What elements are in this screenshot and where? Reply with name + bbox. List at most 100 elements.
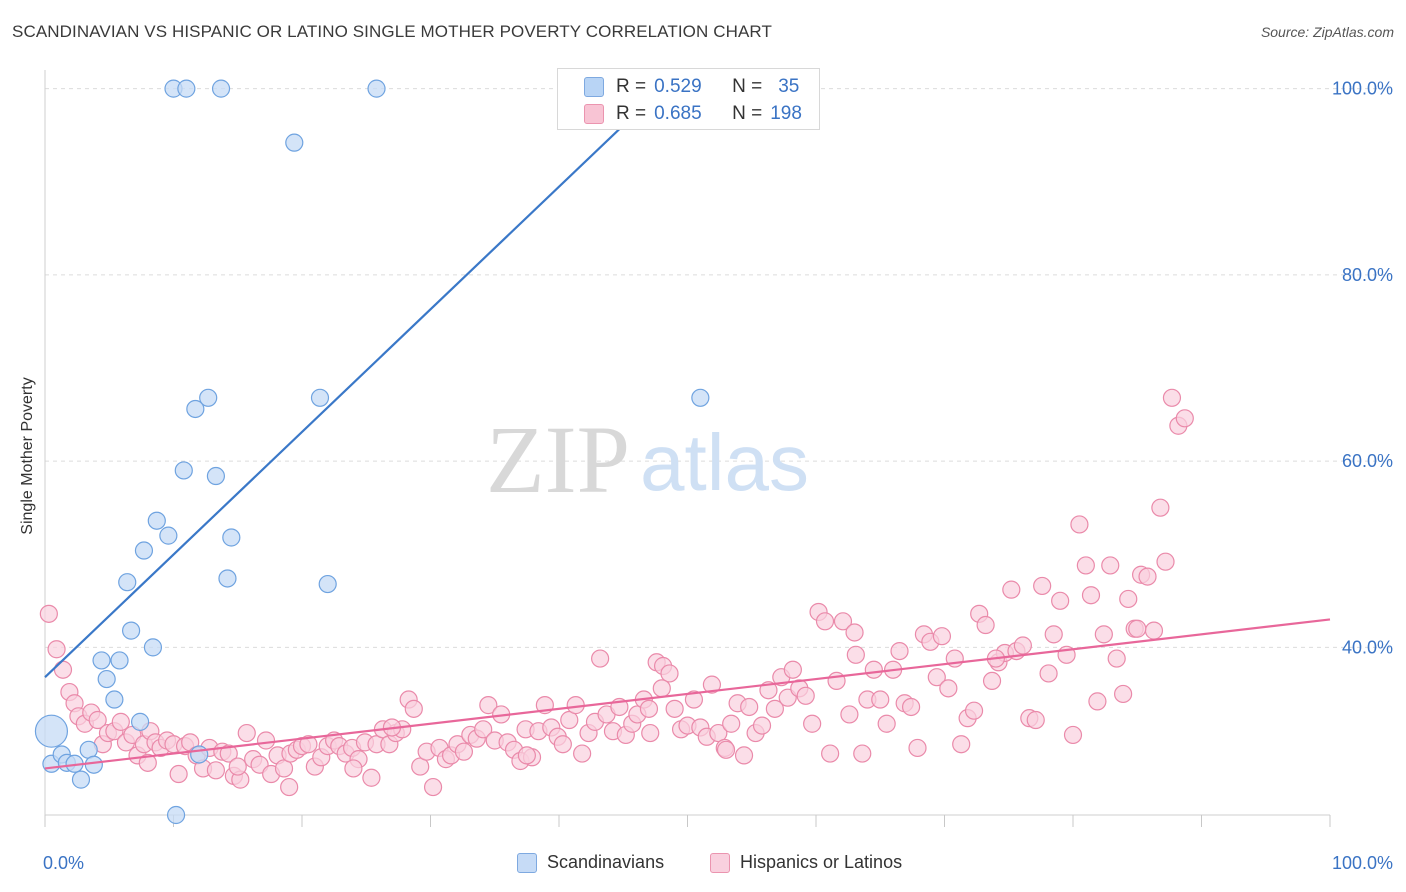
hispanic-point <box>479 696 498 715</box>
hispanic-point <box>815 612 835 631</box>
scandinavian-point <box>211 79 231 98</box>
hispanic-point <box>1156 552 1175 571</box>
hispanic-point <box>39 604 58 623</box>
hispanic-point <box>1101 556 1120 575</box>
watermark-zip: ZIP <box>486 406 630 513</box>
hispanic-point <box>665 699 684 718</box>
hispanic-point <box>206 761 226 780</box>
hispanic-point <box>1144 621 1164 640</box>
hispanic-point <box>964 701 984 720</box>
hispanic-point <box>853 744 872 763</box>
hispanic-point <box>932 627 952 646</box>
hispanic-point <box>803 714 822 733</box>
hispanic-point <box>976 615 995 635</box>
hispanic-point <box>821 744 840 763</box>
legend-label-hispanics: Hispanics or Latinos <box>740 852 903 872</box>
hispanic-point <box>702 675 722 694</box>
grid-lines <box>45 88 1390 648</box>
scandinavian-point <box>174 461 193 480</box>
scandinavian-point <box>190 745 209 764</box>
hispanic-point <box>454 742 474 761</box>
stats-legend: R = 0.529 N = 35 R = 0.685 N = 198 <box>557 68 820 130</box>
legend-item-hispanics[interactable]: Hispanics or Latinos <box>710 852 902 873</box>
hispanic-point <box>553 735 572 754</box>
scandinavian-point <box>105 690 124 709</box>
scandinavian-points <box>34 79 710 825</box>
legend-r-label: R = <box>616 76 647 97</box>
hispanic-point <box>833 612 853 631</box>
hispanic-point <box>877 714 896 733</box>
legend-row-scandinavians: R = 0.529 N = 35 <box>558 73 799 101</box>
hispanic-point <box>1002 580 1021 599</box>
scandinavian-point <box>97 669 116 689</box>
scandinavian-point <box>691 388 710 407</box>
hispanic-point <box>517 746 536 765</box>
hispanic-point <box>752 716 772 735</box>
hispanic-point <box>53 660 73 679</box>
scandinavian-point <box>92 651 111 670</box>
y-tick-labels: 40.0% 60.0% 80.0% 100.0% <box>1332 79 1393 658</box>
scandinavian-point <box>166 805 186 825</box>
hispanic-point <box>952 735 971 754</box>
scandinavian-point <box>222 528 241 547</box>
source-label: Source: ZipAtlas.com <box>1260 24 1394 40</box>
hispanic-point <box>840 705 859 724</box>
hispanic-point <box>734 746 754 765</box>
hispanic-point <box>219 744 238 763</box>
scandinavian-point <box>134 541 154 560</box>
hispanic-point <box>111 712 130 731</box>
hispanic-point <box>299 735 318 754</box>
y-tick-label: 100.0% <box>1332 79 1393 99</box>
hispanic-point <box>660 664 679 683</box>
trendlines <box>44 87 1331 770</box>
hispanic-point <box>1013 636 1032 655</box>
legend-label-scandinavians: Scandinavians <box>547 852 665 872</box>
hispanic-point <box>939 679 958 698</box>
hispanic-point <box>908 738 927 758</box>
hispanic-point <box>845 623 864 642</box>
hispanic-point <box>88 710 107 730</box>
hispanic-point <box>169 764 188 784</box>
hispanic-point <box>1094 625 1113 644</box>
scandinavian-point <box>367 79 386 98</box>
x-tick-label: 0.0% <box>43 853 84 873</box>
hispanic-point <box>890 641 909 661</box>
hispanic-point <box>684 690 704 709</box>
hispanic-point <box>138 753 157 772</box>
hispanic-point <box>1107 649 1126 668</box>
hispanic-point <box>783 660 802 679</box>
hispanic-point <box>362 768 381 787</box>
hispanic-point <box>740 697 759 717</box>
hispanic-trendline <box>44 618 1331 770</box>
legend-r-value: 0.685 <box>654 103 702 124</box>
scandinavian-point <box>285 133 304 152</box>
scandinavian-point <box>130 712 150 731</box>
hispanic-point <box>423 777 443 797</box>
scandinavian-point <box>147 511 166 530</box>
legend-swatch-scandinavians <box>517 852 537 873</box>
scandinavian-point <box>199 388 218 407</box>
legend-n-value: 35 <box>778 76 800 97</box>
hispanic-point <box>901 697 921 717</box>
scandinavian-point <box>177 79 196 98</box>
hispanic-point <box>871 690 890 709</box>
hispanic-point <box>796 686 815 705</box>
legend-swatch-pink <box>584 104 604 124</box>
scandinavian-point <box>218 569 237 588</box>
scandinavian-point <box>318 574 337 594</box>
hispanic-point <box>1151 498 1170 517</box>
hispanic-point <box>846 645 865 664</box>
legend-row-hispanics: R = 0.685 N = 198 <box>558 100 802 128</box>
legend-n-value: 198 <box>770 103 802 124</box>
axes <box>44 70 1331 827</box>
legend-item-scandinavians[interactable]: Scandinavians <box>517 852 664 873</box>
hispanic-point <box>639 699 659 718</box>
hispanic-point <box>1114 684 1133 704</box>
hispanic-point <box>1081 586 1101 605</box>
hispanic-point <box>1088 692 1107 711</box>
hispanic-point <box>237 723 256 743</box>
hispanic-point <box>1063 725 1083 745</box>
scandinavian-point <box>159 526 178 545</box>
hispanic-point <box>716 740 736 759</box>
hispanic-point <box>344 759 363 778</box>
